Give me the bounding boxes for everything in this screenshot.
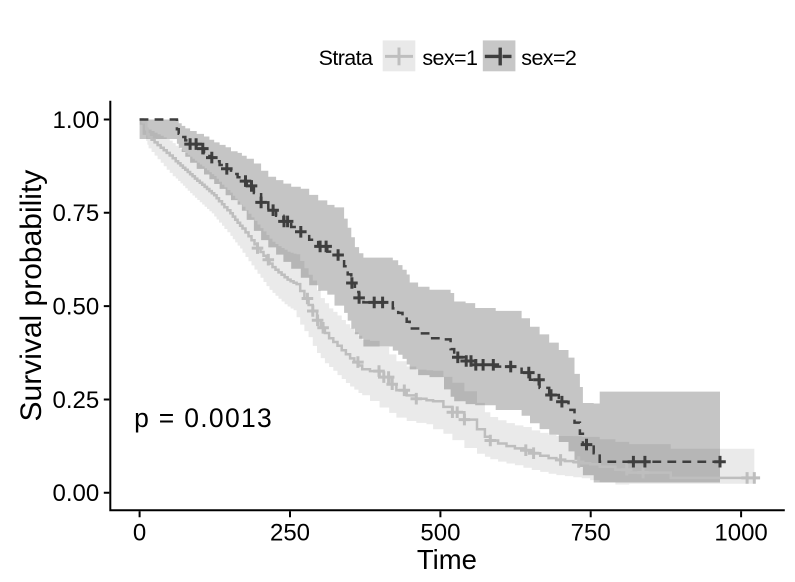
svg-text:500: 500 [420,520,460,547]
svg-text:0.50: 0.50 [52,293,99,320]
svg-text:Time: Time [417,544,477,575]
svg-text:Survival probability: Survival probability [15,170,48,422]
svg-text:0: 0 [133,520,146,547]
svg-text:Strata: Strata [319,46,373,70]
svg-text:sex=1: sex=1 [422,46,477,70]
svg-text:sex=2: sex=2 [521,46,576,70]
svg-text:p = 0.0013: p = 0.0013 [134,403,273,433]
svg-text:1000: 1000 [714,520,767,547]
svg-text:0.00: 0.00 [52,480,99,507]
svg-text:750: 750 [571,520,611,547]
svg-text:1.00: 1.00 [52,107,99,134]
svg-text:0.25: 0.25 [52,387,99,414]
svg-text:250: 250 [270,520,310,547]
svg-text:0.75: 0.75 [52,200,99,227]
